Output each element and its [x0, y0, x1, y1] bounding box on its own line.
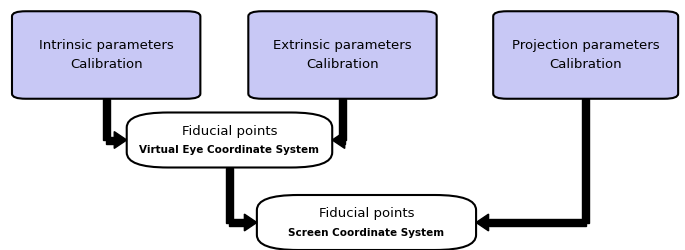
Polygon shape [476, 214, 488, 231]
Polygon shape [342, 136, 345, 143]
Polygon shape [114, 132, 127, 148]
FancyBboxPatch shape [257, 195, 476, 250]
Text: Intrinsic parameters
Calibration: Intrinsic parameters Calibration [39, 39, 173, 71]
Text: Screen Coordinate System: Screen Coordinate System [288, 228, 445, 237]
Polygon shape [226, 168, 233, 222]
Polygon shape [582, 99, 589, 222]
Polygon shape [229, 219, 245, 226]
FancyBboxPatch shape [248, 11, 436, 99]
Text: Fiducial points: Fiducial points [182, 125, 277, 138]
Polygon shape [339, 99, 346, 140]
Polygon shape [106, 136, 114, 143]
Polygon shape [103, 99, 110, 140]
Text: Extrinsic parameters
Calibration: Extrinsic parameters Calibration [273, 39, 412, 71]
Polygon shape [488, 219, 586, 226]
Polygon shape [332, 132, 345, 148]
FancyBboxPatch shape [12, 11, 200, 99]
FancyBboxPatch shape [127, 112, 332, 168]
Polygon shape [245, 214, 257, 231]
Text: Virtual Eye Coordinate System: Virtual Eye Coordinate System [140, 145, 319, 155]
Text: Projection parameters
Calibration: Projection parameters Calibration [512, 39, 660, 71]
FancyBboxPatch shape [493, 11, 678, 99]
Text: Fiducial points: Fiducial points [319, 207, 414, 220]
